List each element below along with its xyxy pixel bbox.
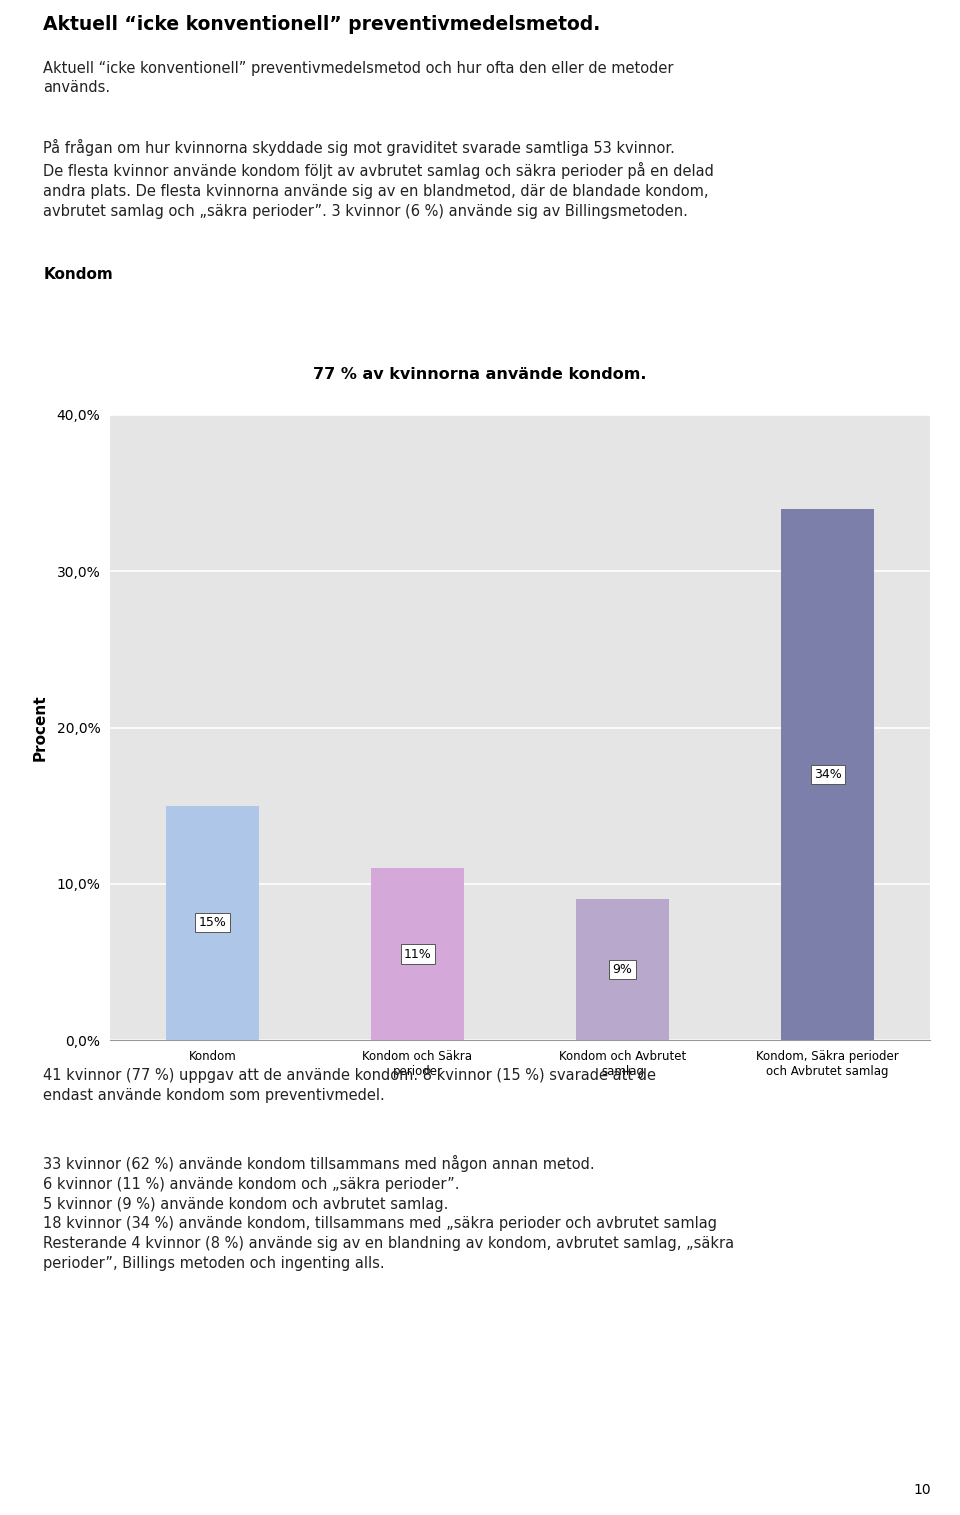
Bar	[372, 868, 464, 1039]
Text: Kondom: Kondom	[43, 267, 113, 282]
Bar	[576, 900, 668, 1039]
Text: 11%: 11%	[403, 947, 431, 961]
Text: 34%: 34%	[814, 768, 841, 780]
Text: 9%: 9%	[612, 964, 633, 976]
Text: 10: 10	[914, 1483, 931, 1497]
Text: Aktuell “icke konventionell” preventivmedelsmetod och hur ofta den eller de meto: Aktuell “icke konventionell” preventivme…	[43, 61, 674, 95]
Text: 15%: 15%	[199, 917, 227, 929]
Bar	[166, 806, 258, 1039]
Text: Aktuell “icke konventionell” preventivmedelsmetod.: Aktuell “icke konventionell” preventivme…	[43, 15, 600, 35]
Text: 33 kvinnor (62 %) använde kondom tillsammans med någon annan metod.
6 kvinnor (1: 33 kvinnor (62 %) använde kondom tillsam…	[43, 1154, 734, 1271]
Text: På frågan om hur kvinnorna skyddade sig mot graviditet svarade samtliga 53 kvinn: På frågan om hur kvinnorna skyddade sig …	[43, 139, 714, 218]
Text: 41 kvinnor (77 %) uppgav att de använde kondom. 8 kvinnor (15 %) svarade att de
: 41 kvinnor (77 %) uppgav att de använde …	[43, 1068, 657, 1103]
Y-axis label: Procent: Procent	[33, 694, 48, 761]
Bar	[781, 509, 874, 1039]
Text: 77 % av kvinnorna använde kondom.: 77 % av kvinnorna använde kondom.	[313, 368, 647, 382]
